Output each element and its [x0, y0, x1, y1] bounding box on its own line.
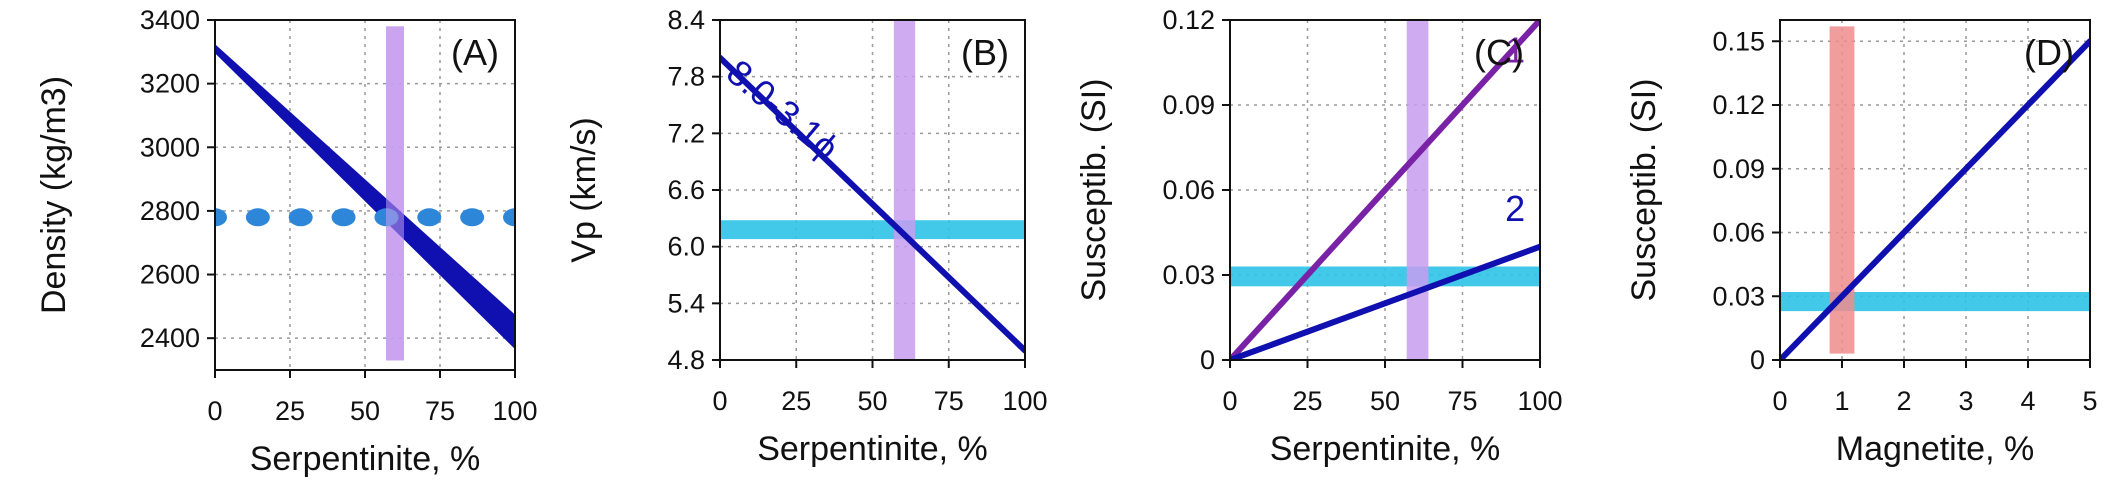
- series-line-2: [1230, 243, 1540, 360]
- chart-panel-d: 0 1 2 3 4 5 0 0.03 0.06 0.09 0.12 0.15 Magnetite, % S…: [1625, 19, 2098, 468]
- x-tick-label: 0: [712, 386, 727, 416]
- x-tick-label: 100: [1002, 386, 1047, 416]
- chart-panel-b: 8.0-3.1ϕ 0 25 50 75 100 4.8 5.4 6.0 6.6 7.2 7.8 8.4 S…: [565, 5, 1048, 468]
- dotted-line-dot: [503, 208, 515, 227]
- annotation-label: 1: [1505, 30, 1525, 71]
- x-axis-label: Magnetite, %: [1836, 430, 2034, 468]
- x-axis-label: Serpentinite, %: [757, 430, 988, 468]
- y-axis-label: Susceptib. (SI): [1075, 79, 1113, 302]
- horizontal-band: [1230, 266, 1540, 287]
- y-tick-label: 0.09: [1712, 154, 1765, 184]
- chart-panel-c: 1 2 0 25 50 75 100 0 0.03 0.06 0.09 0.12 Serpentinit…: [1075, 5, 1563, 468]
- plot-area: [720, 20, 1025, 360]
- dotted-line-dot: [417, 208, 442, 227]
- vertical-band: [893, 20, 916, 360]
- x-axis-label: Serpentinite, %: [1270, 430, 1501, 468]
- x-tick-label: 75: [934, 386, 964, 416]
- y-tick-label: 3400: [140, 5, 200, 35]
- series-line-1: [1230, 20, 1540, 360]
- y-tick-label: 7.2: [667, 118, 705, 148]
- x-tick-label: 25: [275, 396, 305, 426]
- y-axis-label: Vp (km/s): [565, 117, 603, 262]
- x-tick-label: 2: [1896, 386, 1911, 416]
- panel-label: (A): [451, 32, 499, 73]
- x-tick-label: 50: [1370, 386, 1400, 416]
- x-tick-label: 4: [2020, 386, 2035, 416]
- panel-label: (C): [1474, 32, 1524, 73]
- series-line-1: [720, 54, 1025, 354]
- y-tick-label: 3000: [140, 132, 200, 162]
- annotation-label: 8.0-3.1ϕ: [719, 51, 847, 167]
- plot-frame: [1779, 19, 2091, 361]
- vertical-band: [1406, 20, 1429, 360]
- x-tick-label: 1: [1834, 386, 1849, 416]
- y-tick-label: 2800: [140, 196, 200, 226]
- y-tick-label: 8.4: [667, 5, 705, 35]
- y-tick-label: 3200: [140, 69, 200, 99]
- series-line-1: [1780, 38, 2090, 360]
- y-tick-label: 4.8: [667, 345, 705, 375]
- y-tick-label: 0: [1750, 345, 1765, 375]
- dotted-line-dot: [215, 208, 227, 227]
- x-tick-label: 25: [781, 386, 811, 416]
- x-tick-label: 100: [492, 396, 537, 426]
- x-tick-label: 50: [857, 386, 887, 416]
- y-axis-label: Density (kg/m3): [35, 76, 73, 314]
- y-tick-label: 0.09: [1162, 90, 1215, 120]
- y-tick-label: 0: [1200, 345, 1215, 375]
- dotted-line-dot: [288, 208, 313, 227]
- x-tick-label: 0: [1772, 386, 1787, 416]
- annotation-label: 2: [1505, 188, 1525, 229]
- x-tick-label: 75: [425, 396, 455, 426]
- x-tick-label: 3: [1958, 386, 1973, 416]
- panel-label: (D): [2024, 32, 2074, 73]
- y-tick-label: 0.06: [1162, 175, 1215, 205]
- y-tick-label: 2600: [140, 260, 200, 290]
- vertical-band-overlay: [386, 26, 404, 361]
- y-tick-label: 0.03: [1712, 281, 1765, 311]
- x-tick-label: 0: [1222, 386, 1237, 416]
- y-axis-label: Susceptib. (SI): [1625, 79, 1663, 302]
- y-tick-label: 5.4: [667, 288, 705, 318]
- x-tick-label: 25: [1292, 386, 1322, 416]
- y-tick-label: 0.12: [1162, 5, 1215, 35]
- dotted-line-dot: [331, 208, 356, 227]
- dotted-line-dot: [245, 208, 270, 227]
- y-tick-label: 6.0: [667, 232, 705, 262]
- x-tick-label: 0: [207, 396, 222, 426]
- y-tick-label: 0.15: [1712, 26, 1765, 56]
- chart-panel-a: 0 25 50 75 100 2400 2600 2800 3000 3200 3400 Serpen…: [35, 5, 538, 478]
- y-tick-label: 0.12: [1712, 90, 1765, 120]
- panel-label: (B): [961, 32, 1009, 73]
- horizontal-band: [720, 220, 1025, 240]
- series-band: [215, 44, 515, 350]
- y-tick-label: 6.6: [667, 175, 705, 205]
- x-tick-label: 100: [1517, 386, 1562, 416]
- plot-area: [215, 26, 515, 361]
- y-tick-label: 0.03: [1162, 260, 1215, 290]
- y-tick-label: 2400: [140, 323, 200, 353]
- plot-area: [1230, 20, 1540, 360]
- horizontal-band: [1780, 292, 2090, 312]
- y-tick-label: 7.8: [667, 62, 705, 92]
- x-tick-label: 75: [1447, 386, 1477, 416]
- x-axis-label: Serpentinite, %: [250, 440, 481, 478]
- x-tick-label: 50: [350, 396, 380, 426]
- plot-area: [1780, 26, 2090, 360]
- x-tick-label: 5: [2082, 386, 2097, 416]
- y-tick-label: 0.06: [1712, 218, 1765, 248]
- dotted-line-dot: [460, 208, 485, 227]
